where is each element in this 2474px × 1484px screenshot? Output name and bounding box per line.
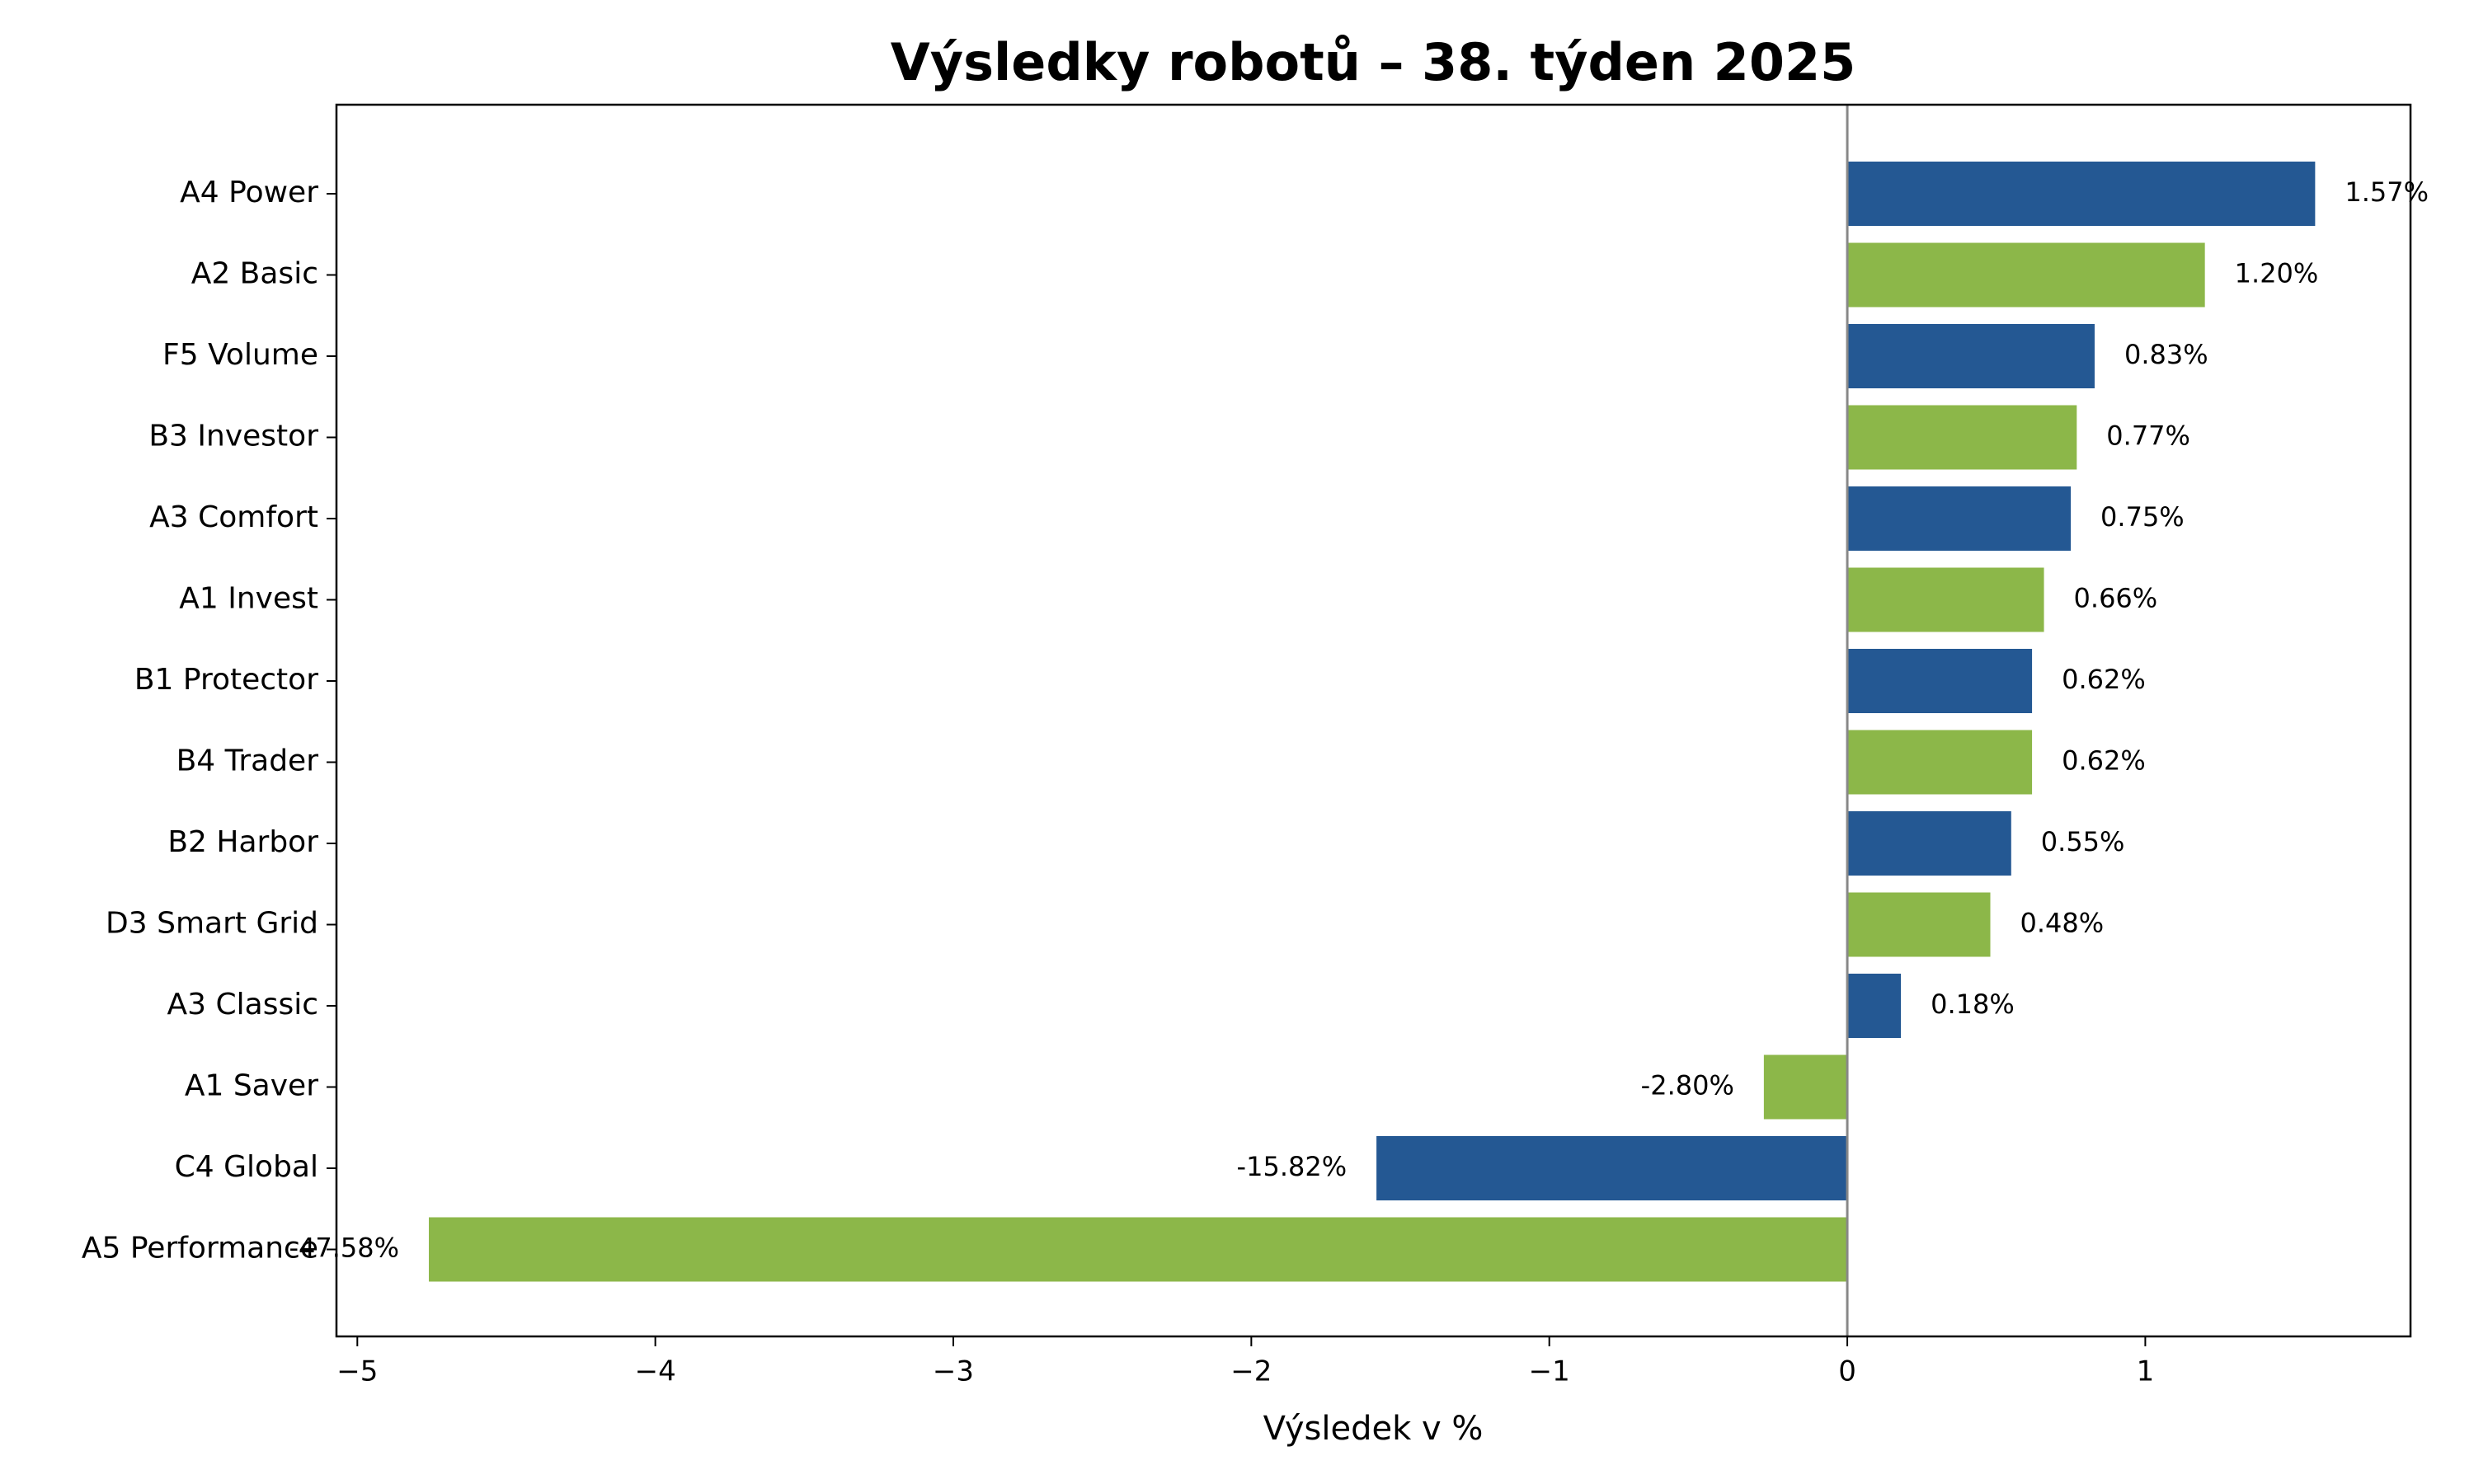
y-tick-label: A2 Basic — [191, 257, 318, 291]
y-tick-label: A4 Power — [180, 176, 318, 209]
x-tick-label: −5 — [336, 1355, 378, 1388]
bar — [1847, 892, 1991, 957]
value-label: 0.66% — [2074, 583, 2158, 614]
bar — [1847, 567, 2044, 632]
bar — [1847, 162, 2316, 226]
x-axis-label: Výsledek v % — [1263, 1410, 1484, 1448]
bar — [1847, 405, 2077, 470]
x-tick-label: −2 — [1230, 1355, 1272, 1388]
y-tick-label: A5 Performance — [82, 1232, 318, 1266]
bar — [1847, 649, 2033, 713]
bar — [1847, 730, 2033, 795]
value-label: 1.20% — [2235, 258, 2319, 289]
value-label: 0.62% — [2062, 664, 2146, 695]
x-tick-label: −4 — [635, 1355, 676, 1388]
x-tick-label: 0 — [1838, 1355, 1856, 1388]
value-label: -15.82% — [1237, 1151, 1348, 1182]
y-tick-label: C4 Global — [175, 1150, 318, 1184]
plot-frame — [335, 103, 2412, 1338]
value-label: 0.77% — [2106, 420, 2190, 452]
x-tick-label: −3 — [933, 1355, 974, 1388]
y-tick-label: F5 Volume — [162, 338, 318, 372]
y-tick-label: B4 Trader — [176, 744, 319, 778]
value-label: -2.80% — [1641, 1070, 1734, 1101]
value-label: 0.83% — [2124, 339, 2208, 370]
y-tick-label: A3 Comfort — [149, 500, 318, 534]
bar — [1376, 1136, 1848, 1200]
bar — [1847, 974, 1902, 1038]
x-tick-label: 1 — [2137, 1355, 2155, 1388]
y-tick-label: B2 Harbor — [167, 825, 318, 859]
bar — [429, 1217, 1848, 1282]
y-tick-label: B1 Protector — [134, 663, 318, 697]
y-tick-label: A1 Invest — [179, 582, 318, 616]
value-label: 0.75% — [2100, 501, 2185, 533]
y-tick-label: B3 Investor — [148, 420, 318, 453]
bar — [1847, 811, 2011, 876]
value-label: -47.58% — [289, 1233, 399, 1264]
y-tick-label: D3 Smart Grid — [106, 907, 318, 941]
bar — [1847, 324, 2095, 388]
x-tick-label: −1 — [1529, 1355, 1570, 1388]
y-tick-label: A1 Saver — [185, 1069, 318, 1103]
value-label: 0.55% — [2041, 826, 2125, 857]
value-label: 0.18% — [1931, 989, 2015, 1020]
bar — [1847, 486, 2072, 551]
y-tick-label: A3 Classic — [167, 988, 318, 1021]
bar — [1847, 242, 2205, 308]
chart-title: Výsledky robotů – 38. týden 2025 — [891, 32, 1856, 92]
value-label: 1.57% — [2345, 176, 2429, 208]
value-label: 0.62% — [2062, 745, 2146, 777]
value-label: 0.48% — [2020, 908, 2104, 939]
bar — [1763, 1054, 1848, 1120]
